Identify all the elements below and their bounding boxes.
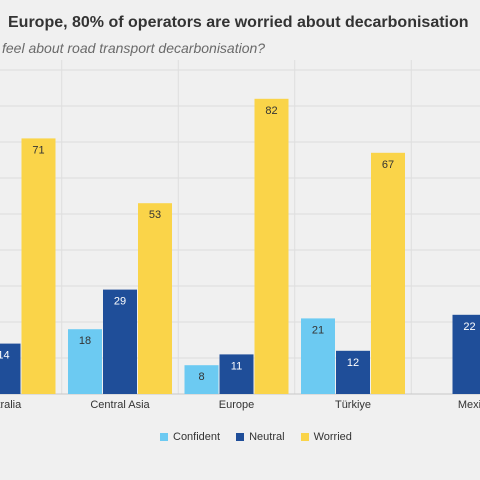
- data-label-neutral: 22: [463, 321, 475, 333]
- data-label-neutral: 12: [347, 357, 359, 369]
- bar-confident: [68, 329, 102, 394]
- data-label-worried: 53: [149, 209, 161, 221]
- data-label-confident: 21: [312, 324, 324, 336]
- chart-subtitle: feel about road transport decarbonisatio…: [2, 40, 266, 56]
- data-label-neutral: 11: [231, 360, 242, 372]
- legend-item-neutral[interactable]: Neutral: [236, 431, 285, 443]
- data-label-confident: 18: [79, 335, 91, 347]
- data-label-neutral: 14: [0, 350, 10, 362]
- legend-swatch-confident: [160, 433, 168, 441]
- x-tick-label: Mexi: [458, 399, 480, 411]
- legend-label-confident: Confident: [173, 431, 221, 443]
- data-label-worried: 71: [32, 144, 44, 156]
- data-label-worried: 67: [382, 159, 394, 171]
- bar-neutral: [103, 289, 137, 394]
- legend-swatch-worried: [300, 433, 309, 441]
- x-tick-label: ustralia: [0, 399, 22, 411]
- bar-neutral: [452, 314, 480, 394]
- chart-legend: Confident Neutral Worried: [160, 431, 352, 443]
- legend-label-worried: Worried: [313, 431, 352, 443]
- legend-item-worried[interactable]: Worried: [300, 431, 352, 443]
- data-label-neutral: 29: [114, 296, 126, 308]
- x-tick-label: Europe: [219, 399, 254, 411]
- bar-neutral: [336, 350, 370, 394]
- bar-worried: [371, 152, 405, 394]
- x-tick-label: Central Asia: [90, 399, 150, 411]
- bar-neutral: [219, 354, 254, 394]
- bar-worried: [254, 98, 289, 395]
- data-label-worried: 82: [265, 105, 277, 117]
- legend-item-confident[interactable]: Confident: [160, 431, 220, 443]
- chart-title: Europe, 80% of operators are worried abo…: [8, 14, 469, 31]
- bar-worried: [138, 203, 172, 394]
- x-tick-label: Türkiye: [335, 399, 371, 411]
- bar-confident: [301, 318, 335, 394]
- legend-label-neutral: Neutral: [249, 431, 285, 443]
- legend-swatch-neutral: [236, 433, 245, 441]
- bar-neutral: [0, 343, 21, 394]
- bar-worried: [21, 138, 56, 394]
- data-label-confident: 8: [198, 371, 204, 383]
- bar-confident: [184, 365, 219, 394]
